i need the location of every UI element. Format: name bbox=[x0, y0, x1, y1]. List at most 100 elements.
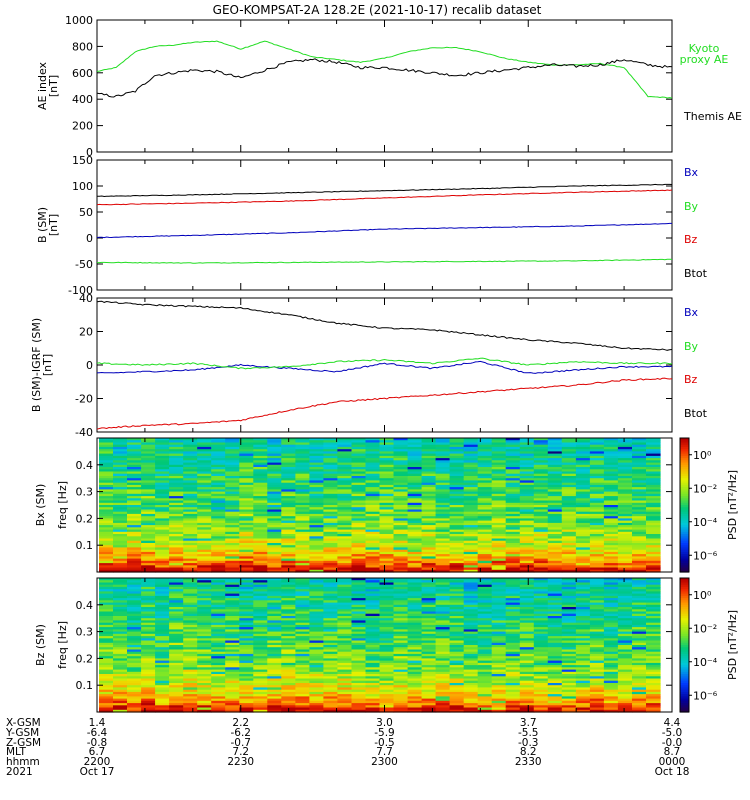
spectrogram-cell bbox=[393, 678, 409, 682]
spectrogram-cell bbox=[253, 538, 268, 542]
colorbar-step bbox=[680, 536, 689, 540]
spectrogram-cell bbox=[561, 520, 577, 524]
spectrogram-cell bbox=[449, 453, 465, 457]
spectrogram-cell bbox=[589, 529, 605, 533]
spectrogram-cell bbox=[155, 700, 170, 704]
spectrogram-cell bbox=[575, 513, 591, 517]
spectrogram-cell bbox=[491, 680, 507, 684]
spectrogram-cell bbox=[127, 498, 142, 502]
spectrogram-cell bbox=[617, 520, 633, 524]
spectrogram-cell bbox=[561, 593, 577, 597]
y-tick-label: -20 bbox=[75, 393, 93, 406]
spectrogram-cell bbox=[477, 656, 493, 659]
spectrogram-cell bbox=[183, 674, 198, 677]
spectrogram-cell bbox=[113, 609, 128, 613]
spectrogram-cell bbox=[351, 534, 367, 537]
spectrogram-cell bbox=[183, 694, 198, 697]
spectrogram-cell bbox=[351, 507, 367, 510]
spectrogram-cell bbox=[99, 462, 114, 466]
spectrogram-cell bbox=[295, 593, 310, 597]
spectrogram-cell bbox=[99, 460, 114, 464]
spectrogram-cell bbox=[141, 665, 156, 668]
spectrogram-cell bbox=[393, 536, 409, 540]
spectrogram-cell bbox=[393, 522, 409, 526]
spectrogram-cell bbox=[183, 647, 198, 650]
spectrogram-cell bbox=[309, 480, 324, 484]
spectrogram-cell bbox=[197, 462, 212, 466]
spectrogram-cell bbox=[393, 578, 409, 581]
spectrogram-cell bbox=[435, 522, 451, 526]
spectrogram-cell bbox=[239, 647, 254, 650]
spectrogram-cell bbox=[603, 469, 619, 473]
spectrogram-cell bbox=[295, 600, 310, 604]
spectrogram-cell bbox=[127, 446, 142, 450]
spectrogram-cell bbox=[253, 665, 268, 668]
spectrogram-cell bbox=[519, 484, 535, 488]
spectrogram-cell bbox=[407, 642, 423, 646]
spectrogram-cell bbox=[169, 611, 184, 615]
spectrogram-cell bbox=[533, 624, 549, 628]
spectrogram-cell bbox=[169, 709, 184, 713]
spectrogram-cell bbox=[337, 460, 352, 464]
spectrogram-cell bbox=[561, 493, 577, 497]
spectrogram-cell bbox=[617, 545, 633, 548]
spectrogram-cell bbox=[281, 647, 296, 650]
spectrogram-cell bbox=[435, 493, 451, 497]
spectrogram-cell bbox=[239, 536, 254, 540]
y-axis-label-line: Bx (SM) bbox=[34, 484, 47, 527]
spectrogram-cell bbox=[533, 487, 549, 490]
spectrogram-cell bbox=[505, 678, 521, 682]
spectrogram-cell bbox=[449, 667, 465, 671]
spectrogram-cell bbox=[589, 633, 605, 637]
spectrogram-cell bbox=[547, 660, 563, 664]
spectrogram-cell bbox=[603, 604, 619, 608]
spectrogram-cell bbox=[435, 569, 451, 573]
spectrogram-cell bbox=[603, 496, 619, 499]
spectrogram-cell bbox=[379, 451, 395, 455]
spectrogram-cell bbox=[561, 507, 577, 510]
spectrogram-cell bbox=[337, 578, 352, 581]
spectrogram-cell bbox=[141, 691, 156, 695]
spectrogram-cell bbox=[99, 567, 114, 571]
spectrogram-cell bbox=[491, 455, 507, 459]
spectrogram-cell bbox=[323, 469, 338, 473]
spectrogram-cell bbox=[309, 665, 324, 668]
spectrogram-cell bbox=[505, 642, 521, 646]
spectrogram-cell bbox=[225, 509, 240, 513]
spectrogram-cell bbox=[491, 678, 507, 682]
spectrogram-cell bbox=[379, 671, 395, 675]
spectrogram-cell bbox=[449, 683, 465, 686]
spectrogram-cell bbox=[127, 683, 142, 686]
spectrogram-cell bbox=[407, 440, 423, 443]
spectrogram-cell bbox=[267, 685, 282, 688]
spectrogram-cell bbox=[155, 705, 170, 709]
spectrogram-cell bbox=[281, 698, 296, 702]
spectrogram-cell bbox=[561, 595, 577, 599]
spectrogram-cell bbox=[295, 580, 310, 583]
spectrogram-cell bbox=[407, 698, 423, 702]
spectrogram-cell bbox=[547, 616, 563, 619]
spectrogram-cell bbox=[449, 529, 465, 533]
spectrogram-cell bbox=[309, 602, 324, 606]
spectrogram-cell bbox=[141, 458, 156, 461]
spectrogram-cell bbox=[309, 565, 324, 569]
spectrogram-cell bbox=[533, 444, 549, 448]
spectrogram-cell bbox=[155, 534, 170, 537]
spectrogram-cell bbox=[155, 602, 170, 606]
spectrogram-cell bbox=[491, 482, 507, 486]
spectrogram-cell bbox=[197, 536, 212, 540]
spectrogram-cell bbox=[267, 438, 282, 441]
spectrogram-cell bbox=[491, 453, 507, 457]
spectrogram-cell bbox=[211, 687, 226, 691]
spectrogram-cell bbox=[169, 607, 184, 610]
spectrogram-cell bbox=[337, 513, 352, 517]
spectrogram-cell bbox=[211, 658, 226, 662]
spectrogram-cell bbox=[533, 582, 549, 586]
spectrogram-cell bbox=[379, 442, 395, 446]
spectrogram-cell bbox=[197, 560, 212, 564]
spectrogram-cell bbox=[337, 462, 352, 466]
spectrogram-cell bbox=[407, 558, 423, 562]
spectrogram-cell bbox=[449, 493, 465, 497]
spectrogram-cell bbox=[421, 582, 437, 586]
